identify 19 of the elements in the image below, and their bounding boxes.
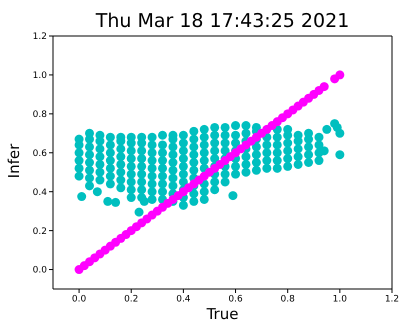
y-tick-label: 1.0 [32,71,48,82]
y-tick-label: 0.4 [32,188,48,198]
y-tick-label: 0.6 [32,148,48,159]
x-tick-label: 1.2 [384,294,400,304]
x-tick-label: 0.6 [228,294,243,304]
x-tick-label: 0.8 [280,294,296,304]
x-tick-label: 0.0 [72,294,86,304]
x-tick-label: 0.4 [176,294,191,304]
point [320,82,329,92]
y-tick-label: 1.2 [32,32,47,42]
x-tick-label: 1.0 [332,294,348,304]
y-tick-label: 0.8 [32,110,48,120]
x-axis-title: True [206,305,240,323]
y-axis-title: Infer [5,142,23,180]
y-tick-label: 0.0 [32,266,48,276]
y-tick-label: 0.2 [32,226,47,237]
chart-title: Thu Mar 18 17:43:25 2021 [94,10,350,32]
x-tick-label: 0.2 [124,294,138,304]
point [335,70,344,80]
